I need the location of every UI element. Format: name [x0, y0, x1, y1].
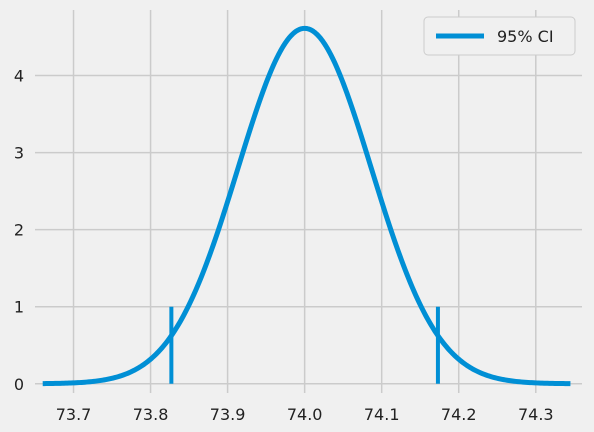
- x-tick-label: 73.7: [56, 405, 92, 424]
- y-tick-label: 3: [14, 144, 24, 163]
- y-tick-label: 0: [14, 375, 24, 394]
- x-axis: 73.7 73.8 73.9 74.0 74.1 74.2 74.3: [56, 405, 554, 424]
- series-line: [41, 25, 572, 387]
- x-tick-label: 74.0: [287, 405, 323, 424]
- x-tick-label: 73.8: [133, 405, 169, 424]
- legend-label: 95% CI: [497, 27, 554, 46]
- legend-box: [423, 16, 576, 56]
- series-layer: [41, 25, 572, 387]
- legend: 95% CI: [423, 16, 576, 56]
- plot-area: [35, 10, 582, 393]
- x-tick-label: 74.1: [364, 405, 400, 424]
- y-axis: 0 1 2 3 4: [14, 67, 24, 394]
- y-tick-label: 4: [14, 67, 24, 86]
- x-tick-label: 74.3: [518, 405, 554, 424]
- x-tick-label: 74.2: [441, 405, 477, 424]
- y-tick-label: 1: [14, 298, 24, 317]
- ci-lines: [169, 306, 440, 384]
- y-tick-label: 2: [14, 221, 24, 240]
- x-tick-label: 73.9: [210, 405, 246, 424]
